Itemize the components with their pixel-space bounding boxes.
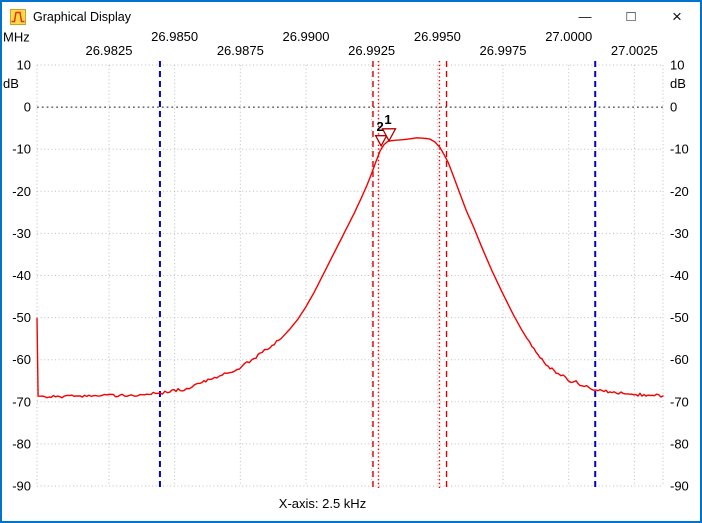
y-tick-label-left: -20 <box>12 184 31 199</box>
marker-2-triangle[interactable] <box>374 135 388 148</box>
y-tick-label-right: 10 <box>670 58 684 73</box>
y-tick-label-left: -10 <box>12 142 31 157</box>
maximize-icon: □ <box>626 7 636 25</box>
y-tick-label-left: -30 <box>12 226 31 241</box>
plot-client-area: 10 10 0 0 -10 -10 -20 -20 -30 -30 -40 -40 -50 -50 -60 -… <box>2 31 700 521</box>
x-axis-scale-label: X-axis: 2.5 kHz <box>278 496 367 511</box>
x-tick-label: 27.0025 <box>611 43 658 58</box>
y-tick-label-right: -90 <box>670 479 689 492</box>
marker-1-triangle[interactable] <box>381 128 397 143</box>
marker-2-label: 2 <box>377 119 384 134</box>
close-icon: × <box>672 7 682 26</box>
frequency-response-plot[interactable]: 10 10 0 0 -10 -10 -20 -20 -30 -30 -40 -40 -50 -50 -60 -… <box>2 31 700 491</box>
icon-bandpass-curve <box>11 11 25 22</box>
y-unit-label-right: dB <box>670 76 686 91</box>
y-tick-label-left: -60 <box>12 352 31 367</box>
y-tick-label-right: -10 <box>670 142 689 157</box>
title-bar[interactable]: Graphical Display — □ × <box>2 2 700 31</box>
window-title: Graphical Display <box>33 9 131 24</box>
x-tick-label: 26.9825 <box>85 43 132 58</box>
icon-background <box>10 8 26 25</box>
y-tick-label-left: -70 <box>12 394 31 409</box>
x-tick-label: 26.9925 <box>348 43 395 58</box>
y-tick-label-right: -30 <box>670 226 689 241</box>
y-tick-label-left: -80 <box>12 436 31 451</box>
y-tick-label-right: 0 <box>670 100 677 115</box>
y-tick-label-right: -60 <box>670 352 689 367</box>
y-unit-label-left: dB <box>3 76 19 91</box>
marker-1-label: 1 <box>384 112 391 127</box>
close-button[interactable]: × <box>654 2 700 31</box>
y-tick-label-left: 10 <box>17 58 31 73</box>
response-trace <box>36 137 664 399</box>
minimize-button[interactable]: — <box>562 2 608 31</box>
window-controls: — □ × <box>562 2 700 31</box>
y-tick-label-left: -40 <box>12 268 31 283</box>
app-icon[interactable] <box>10 8 26 25</box>
x-tick-label: 26.9900 <box>282 31 329 44</box>
maximize-button[interactable]: □ <box>608 2 654 31</box>
y-tick-label-right: -70 <box>670 394 689 409</box>
minimize-icon: — <box>578 9 592 24</box>
x-tick-label: 26.9950 <box>414 31 461 44</box>
x-tick-label: 26.9850 <box>151 31 198 44</box>
status-bar: X-axis: 2.5 kHz <box>2 491 643 521</box>
y-tick-label-right: -40 <box>670 268 689 283</box>
x-unit-label: MHz <box>3 31 30 45</box>
x-tick-label: 26.9975 <box>480 43 527 58</box>
x-tick-label: 27.0000 <box>545 31 592 44</box>
x-tick-label: 26.9875 <box>217 43 264 58</box>
y-tick-label-right: -50 <box>670 310 689 325</box>
y-tick-label-right: -20 <box>670 184 689 199</box>
y-tick-label-left: 0 <box>24 100 31 115</box>
y-tick-label-left: -90 <box>12 479 31 492</box>
y-tick-label-left: -50 <box>12 310 31 325</box>
y-tick-label-right: -80 <box>670 436 689 451</box>
